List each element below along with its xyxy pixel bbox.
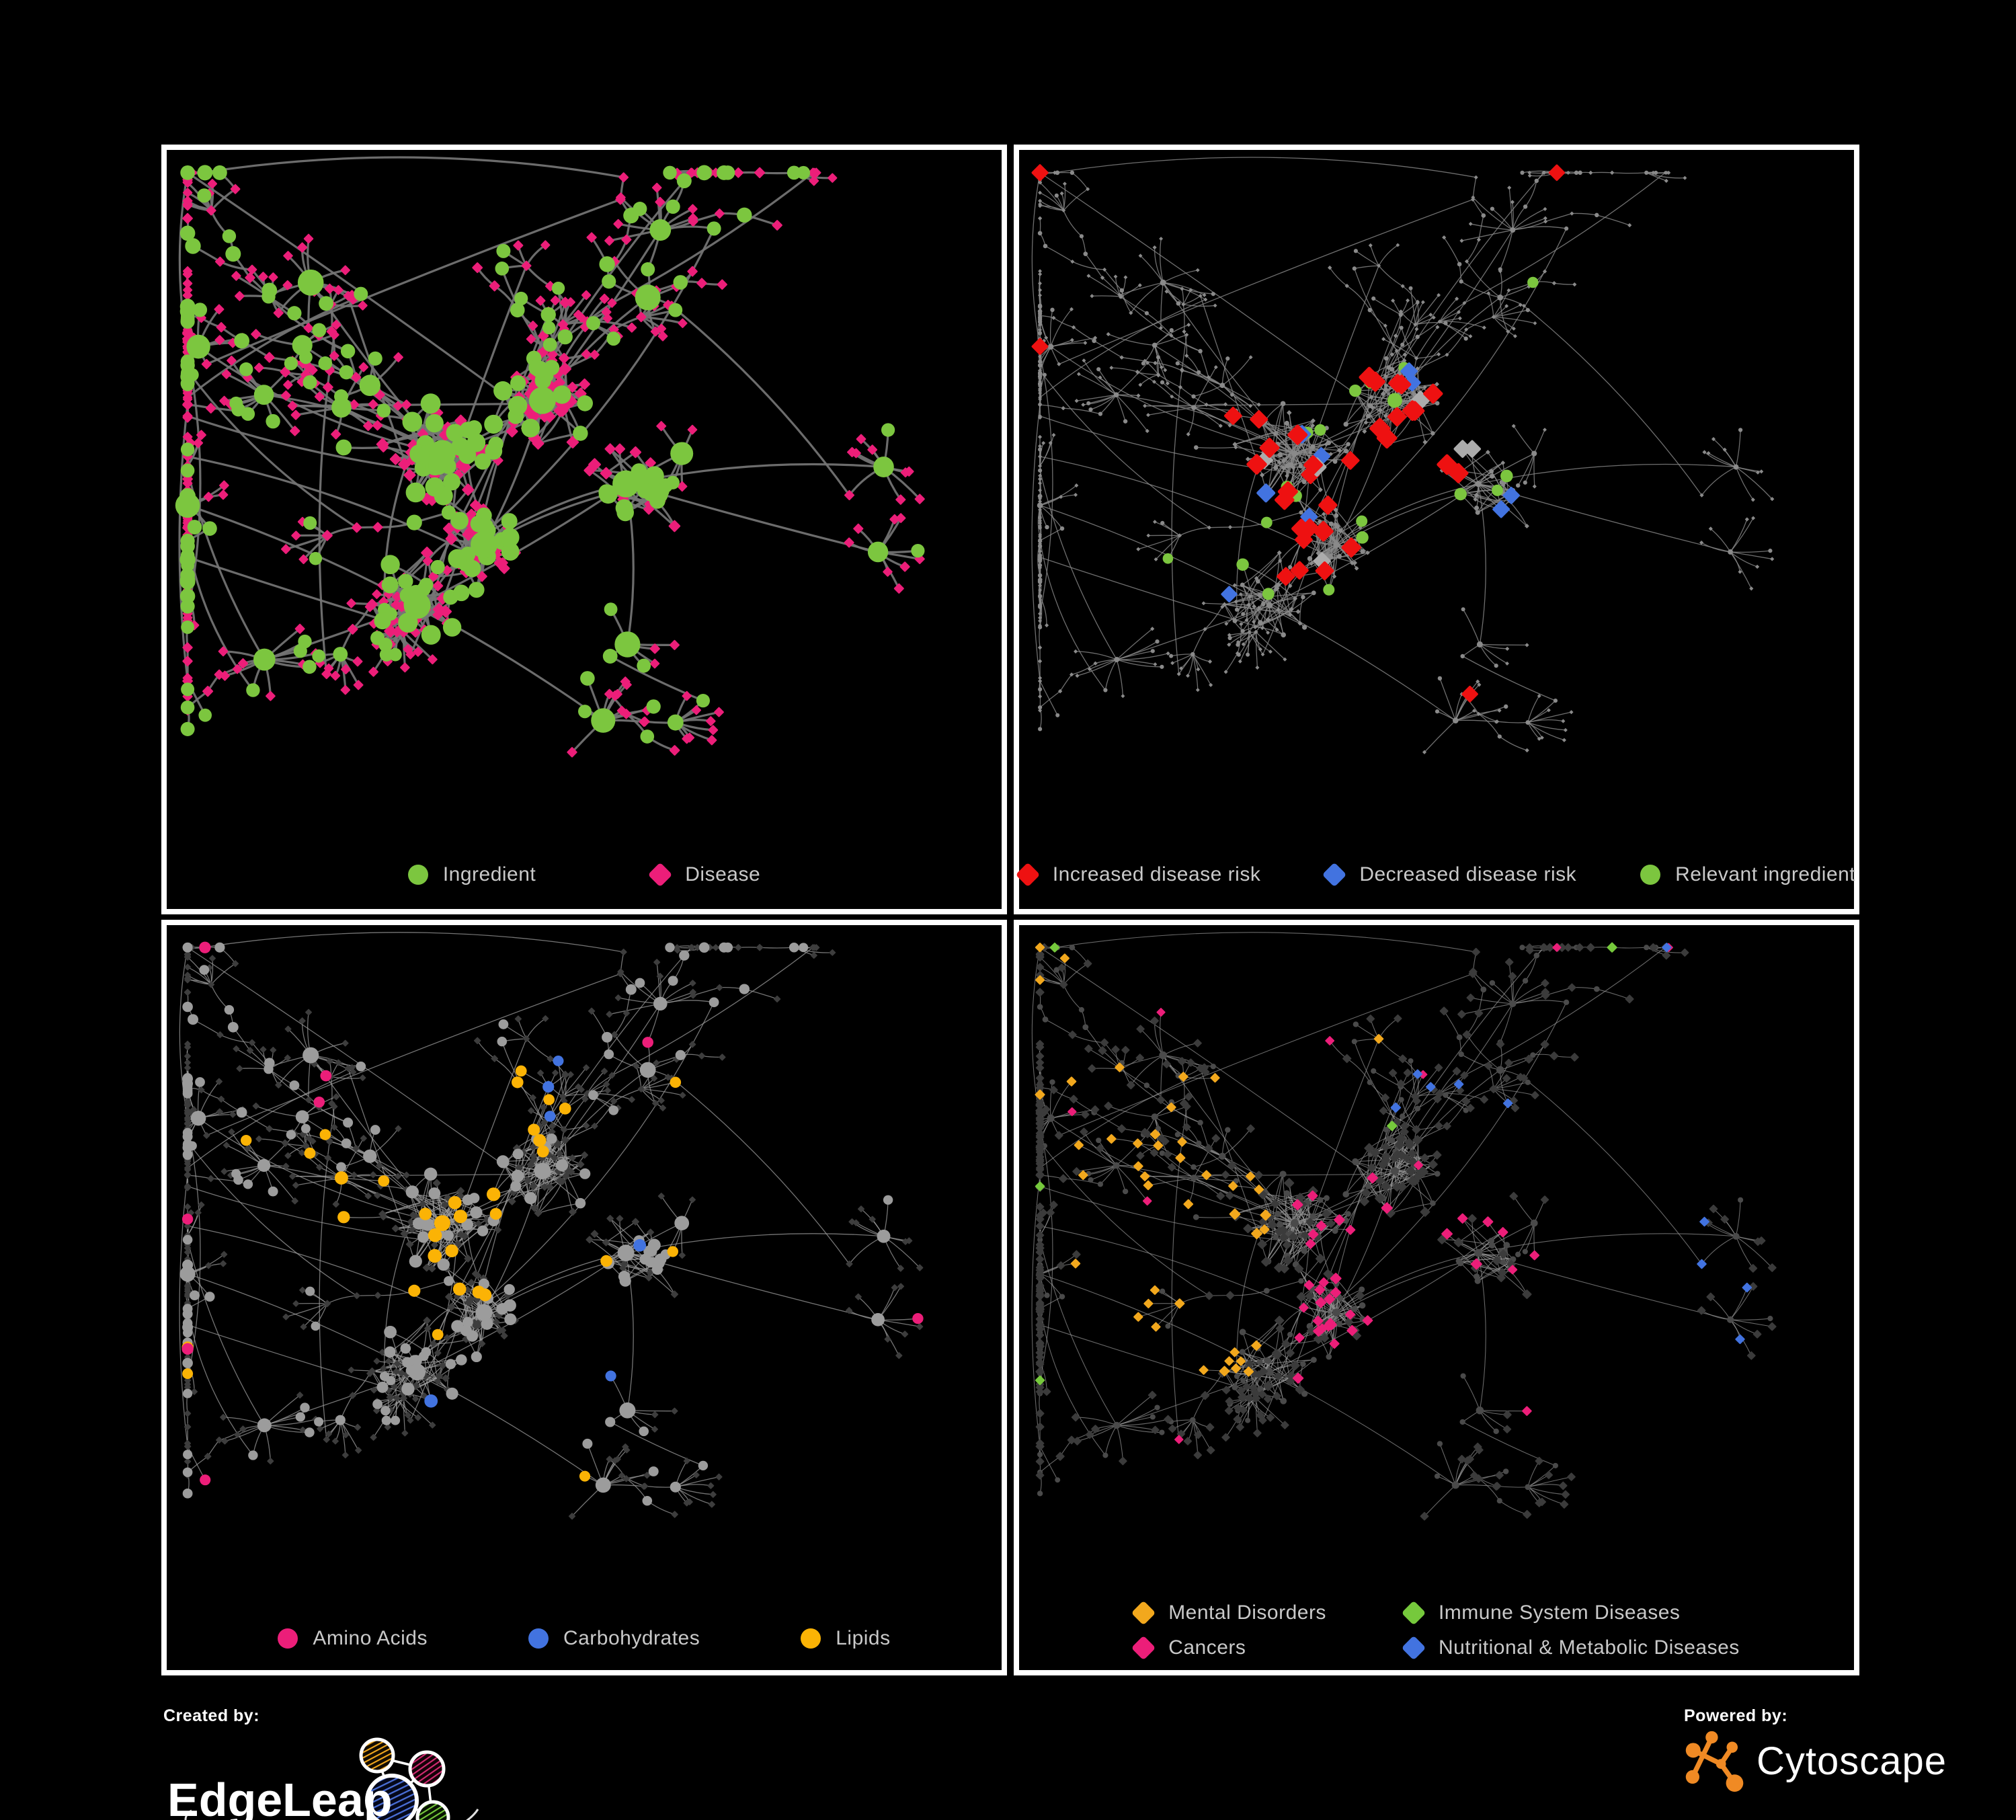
- created-by-label: Created by:: [163, 1706, 260, 1725]
- edgeleap-wordmark: EdgeLeap: [167, 1774, 393, 1820]
- legend-ingredient-disease: Ingredient Disease: [167, 862, 1002, 887]
- legend-label: Disease: [685, 863, 761, 885]
- network-graph-ingredient-classes: [179, 932, 924, 1520]
- decreased-risk-diamond-icon: [1322, 862, 1347, 887]
- edgeleap-credit-block: Created by:: [163, 1706, 499, 1820]
- legend-label: Decreased disease risk: [1359, 863, 1577, 885]
- legend-item-relevant-ingredient: Relevant ingredient: [1640, 863, 1855, 886]
- disease-diamond-icon: [647, 862, 673, 887]
- network-graph-ingredient-disease: [175, 156, 925, 758]
- edgeleap-logo: EdgeLeap: [167, 1737, 479, 1820]
- legend-item-cancers: Cancers: [1131, 1635, 1326, 1661]
- panel-disease-risk: Increased disease risk Decreased disease…: [1014, 145, 1859, 914]
- legend-item-amino-acids: Amino Acids: [278, 1627, 428, 1650]
- relevant-ingredient-circle-icon: [1640, 865, 1661, 885]
- increased-risk-diamond-icon: [1015, 862, 1041, 887]
- legend-disease-classes: Mental Disorders Immune System Diseases …: [1019, 1600, 1854, 1661]
- legend-label: Ingredient: [442, 863, 536, 885]
- panel-disease-classes: Mental Disorders Immune System Diseases …: [1014, 920, 1859, 1675]
- legend-item-ingredient: Ingredient: [407, 863, 536, 886]
- panel-ingredient-disease: Ingredient Disease: [161, 145, 1007, 914]
- legend-item-decreased-risk: Decreased disease risk: [1322, 862, 1577, 887]
- legend-label: Nutritional & Metabolic Diseases: [1438, 1636, 1740, 1659]
- ingredient-circle-icon: [407, 865, 428, 885]
- mental-disorders-diamond-icon: [1131, 1600, 1156, 1626]
- edgeleap-graph-nodes: [359, 1737, 450, 1820]
- panel-grid: Ingredient Disease Increased disease ris…: [161, 145, 1859, 1675]
- powered-by-label: Powered by:: [1684, 1706, 1788, 1725]
- network-graph-disease-classes: [1031, 932, 1777, 1521]
- legend-item-carbohydrates: Carbohydrates: [528, 1627, 700, 1650]
- legend-label: Mental Disorders: [1168, 1601, 1326, 1624]
- cytoscape-credit-block: Powered by: Cytoscape: [1684, 1706, 1947, 1792]
- nutritional-diseases-diamond-icon: [1401, 1635, 1426, 1661]
- edgeleap-node-pink: [408, 1750, 446, 1788]
- legend-label: Carbohydrates: [563, 1627, 700, 1649]
- cytoscape-icon-nodes: [1685, 1731, 1744, 1792]
- legend-label: Lipids: [836, 1627, 891, 1649]
- amino-acids-circle-icon: [278, 1628, 298, 1649]
- network-graph-disease-risk: [1031, 157, 1775, 754]
- legend-ingredient-classes: Amino Acids Carbohydrates Lipids: [167, 1627, 1002, 1650]
- carbohydrates-circle-icon: [528, 1628, 549, 1649]
- panel-ingredient-classes: Amino Acids Carbohydrates Lipids: [161, 920, 1007, 1675]
- immune-diseases-diamond-icon: [1401, 1600, 1426, 1626]
- legend-item-mental-disorders: Mental Disorders: [1131, 1600, 1326, 1626]
- legend-label: Immune System Diseases: [1438, 1601, 1681, 1624]
- legend-item-immune-system-diseases: Immune System Diseases: [1401, 1600, 1740, 1626]
- edgeleap-node-orange: [359, 1737, 395, 1774]
- legend-item-increased-risk: Increased disease risk: [1015, 862, 1261, 887]
- legend-label: Cancers: [1168, 1636, 1246, 1659]
- cancers-diamond-icon: [1131, 1635, 1156, 1661]
- legend-disease-risk: Increased disease risk Decreased disease…: [1015, 862, 1855, 887]
- legend-item-disease: Disease: [647, 862, 761, 887]
- legend-label: Increased disease risk: [1052, 863, 1261, 885]
- legend-label: Relevant ingredient: [1675, 863, 1856, 885]
- legend-label: Amino Acids: [313, 1627, 428, 1649]
- legend-item-lipids: Lipids: [801, 1627, 890, 1650]
- lipids-circle-icon: [801, 1628, 821, 1649]
- edgeleap-node-green: [415, 1800, 450, 1820]
- cytoscape-wordmark: Cytoscape: [1757, 1739, 1947, 1783]
- edgeleap-node-blue: [365, 1774, 419, 1820]
- cytoscape-logo-icon: [1685, 1731, 1744, 1792]
- legend-item-nutritional-metabolic-diseases: Nutritional & Metabolic Diseases: [1401, 1635, 1740, 1661]
